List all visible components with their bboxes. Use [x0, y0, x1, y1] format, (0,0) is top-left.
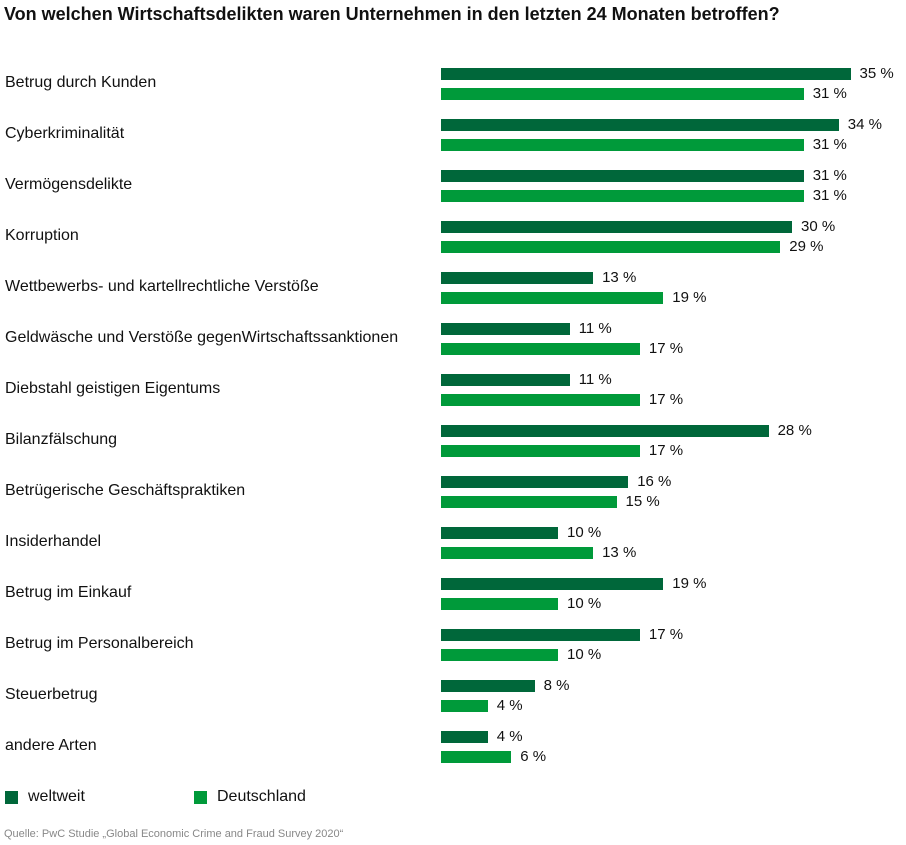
category-label: Betrug durch Kunden: [5, 74, 157, 91]
bar-weltweit: [441, 629, 640, 641]
legend-swatch: [194, 790, 207, 804]
bar-weltweit: [441, 323, 570, 335]
data-label: 31 %: [812, 187, 847, 204]
data-label: 11 %: [578, 371, 612, 388]
bar-deutschland: [441, 649, 558, 661]
bar-weltweit: [441, 731, 488, 743]
legend-item-deutschland: Deutschland: [194, 788, 306, 806]
chart-title: Von welchen Wirtschaftsdelikten waren Un…: [4, 4, 780, 24]
data-label: 13 %: [602, 544, 637, 561]
bar-weltweit: [441, 170, 804, 182]
bar-deutschland: [441, 547, 594, 559]
category-label: Betrug im Einkauf: [5, 584, 132, 601]
data-label: 11 %: [578, 320, 612, 337]
data-label: 17 %: [648, 626, 684, 643]
data-label: 19 %: [672, 289, 707, 306]
category-label: Betrügerische Geschäftspraktiken: [5, 482, 246, 499]
bar-weltweit: [441, 374, 570, 386]
bar-weltweit: [441, 68, 851, 80]
data-label: 19 %: [672, 575, 707, 592]
category-label: Steuerbetrug: [5, 686, 98, 703]
data-label: 4 %: [496, 697, 523, 714]
bar-deutschland: [441, 700, 488, 712]
category-label: Diebstahl geistigen Eigentums: [5, 380, 221, 397]
data-label: 28 %: [777, 422, 812, 439]
bar-deutschland: [441, 598, 558, 610]
legend-item-weltweit: weltweit: [5, 788, 85, 806]
data-label: 35 %: [859, 65, 894, 82]
legend-label: weltweit: [28, 788, 85, 805]
category-label: Geldwäsche und Verstöße gegenWirtschafts…: [5, 329, 399, 346]
data-label: 17 %: [648, 391, 684, 408]
data-label: 31 %: [812, 85, 847, 102]
data-label: 29 %: [789, 238, 824, 255]
category-label: Vermögensdelikte: [5, 176, 133, 193]
bar-deutschland: [441, 241, 781, 253]
bar-weltweit: [441, 425, 769, 437]
bar-deutschland: [441, 190, 804, 202]
category-label: Korruption: [5, 227, 79, 244]
category-label: andere Arten: [5, 737, 97, 754]
bar-weltweit: [441, 272, 594, 284]
data-label: 17 %: [648, 340, 684, 357]
data-label: 31 %: [812, 136, 847, 153]
data-label: 10 %: [567, 595, 602, 612]
bar-deutschland: [441, 139, 804, 151]
bar-weltweit: [441, 680, 535, 692]
data-label: 17 %: [648, 442, 684, 459]
category-label: Cyberkriminalität: [5, 125, 125, 142]
bar-deutschland: [441, 445, 640, 457]
bar-weltweit: [441, 578, 664, 590]
bar-weltweit: [441, 119, 839, 131]
category-label: Betrug im Personalbereich: [5, 635, 194, 652]
bar-deutschland: [441, 496, 617, 508]
bar-deutschland: [441, 751, 512, 763]
bar-deutschland: [441, 343, 640, 355]
data-label: 10 %: [567, 646, 602, 663]
data-label: 30 %: [801, 218, 836, 235]
bar-deutschland: [441, 394, 640, 406]
bar-weltweit: [441, 527, 558, 539]
bar-weltweit: [441, 221, 792, 233]
data-label: 13 %: [602, 269, 637, 286]
legend-swatch: [5, 790, 18, 804]
data-label: 6 %: [520, 748, 547, 765]
data-label: 10 %: [567, 524, 602, 541]
legend-label: Deutschland: [217, 788, 306, 805]
category-label: Wettbewerbs- und kartellrechtliche Verst…: [5, 278, 319, 295]
category-label: Insiderhandel: [5, 533, 102, 550]
data-label: 8 %: [543, 677, 570, 694]
data-label: 4 %: [496, 728, 523, 745]
bar-deutschland: [441, 88, 804, 100]
data-label: 16 %: [637, 473, 672, 490]
data-label: 15 %: [625, 493, 660, 510]
source-note: Quelle: PwC Studie „Global Economic Crim…: [4, 828, 344, 840]
data-label: 34 %: [847, 116, 882, 133]
data-label: 31 %: [812, 167, 847, 184]
bar-weltweit: [441, 476, 629, 488]
bar-deutschland: [441, 292, 664, 304]
category-label: Bilanzfälschung: [5, 431, 118, 448]
